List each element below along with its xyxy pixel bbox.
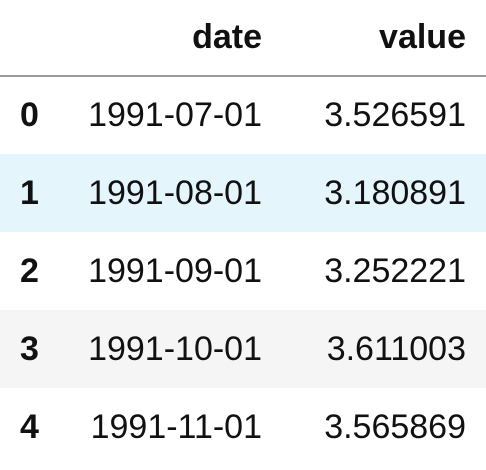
date-column-header: date <box>192 18 262 56</box>
value-cell: 3.611003 <box>326 329 466 368</box>
date-cell: 1991-10-01 <box>88 329 262 368</box>
row-index-cell: 4 <box>20 407 39 446</box>
table-body: 0 1991-07-01 3.526591 1 1991-08-01 3.180… <box>0 76 486 466</box>
table-row: 3 1991-10-01 3.611003 <box>0 310 486 388</box>
table-row: 4 1991-11-01 3.565869 <box>0 388 486 466</box>
date-cell: 1991-08-01 <box>88 173 262 212</box>
table-row-hovered: 1 1991-08-01 3.180891 <box>0 154 486 232</box>
row-index-cell: 0 <box>20 96 39 134</box>
table-row: 0 1991-07-01 3.526591 <box>0 76 486 154</box>
date-cell: 1991-11-01 <box>90 407 262 446</box>
row-index-cell: 2 <box>20 251 39 290</box>
date-cell: 1991-09-01 <box>88 251 262 290</box>
header-row: date value <box>0 0 486 76</box>
index-column-header <box>0 0 62 76</box>
row-index-cell: 3 <box>20 329 39 368</box>
table-header: date value <box>0 0 486 76</box>
value-cell: 3.565869 <box>324 407 466 446</box>
value-cell: 3.252221 <box>324 251 466 290</box>
value-column-header: value <box>379 18 466 56</box>
row-index-cell: 1 <box>20 173 39 212</box>
value-cell: 3.526591 <box>324 96 466 134</box>
value-cell: 3.180891 <box>324 173 466 212</box>
date-cell: 1991-07-01 <box>88 96 262 134</box>
table-row: 2 1991-09-01 3.252221 <box>0 232 486 310</box>
